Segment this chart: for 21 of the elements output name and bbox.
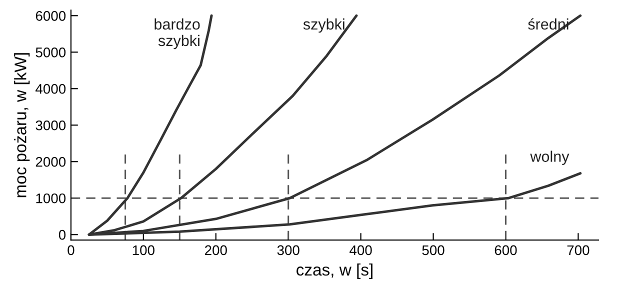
x-tick-label: 600 — [494, 245, 517, 256]
series-label: średni — [528, 18, 568, 30]
series-label: wolny — [530, 150, 570, 165]
x-tick-label: 400 — [350, 245, 372, 256]
x-tick-label: 700 — [567, 245, 590, 256]
x-tick-label: 100 — [132, 245, 154, 256]
y-tick-label: 0 — [58, 230, 66, 240]
y-tick-label: 4000 — [36, 84, 66, 94]
x-axis-title: czas, w [s] — [296, 263, 372, 279]
x-tick-label: 0 — [68, 245, 74, 256]
y-tick-label: 1000 — [36, 193, 66, 204]
y-tick-label: 3000 — [36, 120, 66, 130]
x-tick-label: 300 — [277, 245, 300, 256]
y-tick-label: 5000 — [36, 47, 66, 58]
y-tick-label: 6000 — [36, 10, 66, 21]
y-tick-label: 2000 — [36, 156, 66, 167]
series-label: bardzo szybki — [154, 18, 200, 50]
x-tick-label: 200 — [204, 245, 227, 256]
series-label: szybki — [303, 18, 344, 33]
y-axis-title: moc pożaru, w [kW] — [14, 53, 30, 198]
x-tick-label: 500 — [422, 245, 444, 256]
